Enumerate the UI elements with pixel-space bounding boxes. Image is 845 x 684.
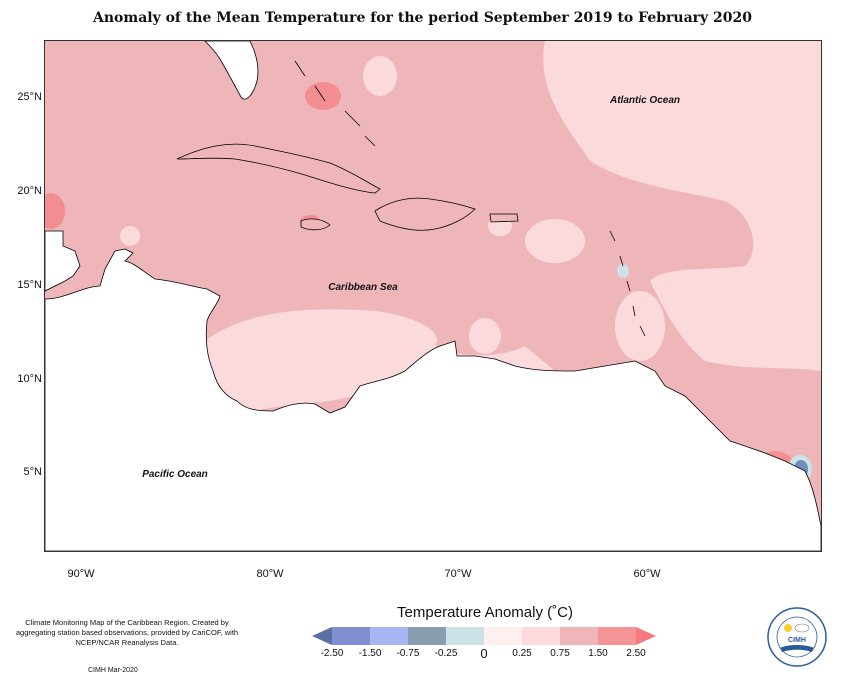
legend-tick-label: -2.50 xyxy=(320,648,344,659)
legend-seg-high-arrow xyxy=(636,627,656,645)
islands-lesser-antilles xyxy=(609,230,646,337)
cimh-logo: CIMH xyxy=(767,607,827,667)
land-central-south-america xyxy=(45,248,821,551)
map-credit: CIMH Mar-2020 xyxy=(88,667,138,674)
land-florida xyxy=(204,41,259,100)
map-canvas: Atlantic Ocean Caribbean Sea Pacific Oce… xyxy=(45,41,821,551)
legend-tick-label: -1.50 xyxy=(358,648,382,659)
warm-anomaly-yucatan xyxy=(45,193,65,229)
temperature-anomaly-map: Atlantic Ocean Caribbean Sea Pacific Oce… xyxy=(44,40,822,552)
lat-label-20n: 20°N xyxy=(17,185,42,197)
legend-tick-label: 0.75 xyxy=(550,648,570,659)
light-anomaly-antilles xyxy=(525,219,585,263)
cool-anomaly-guadeloupe xyxy=(617,264,629,278)
light-anomaly-atlantic xyxy=(543,41,821,371)
warm-anomaly-bahamas xyxy=(305,82,341,110)
label-pacific-ocean: Pacific Ocean xyxy=(142,469,208,480)
land-masses xyxy=(45,41,821,551)
light-anomaly-bahamas xyxy=(363,56,397,96)
legend-seg-7 xyxy=(560,627,598,645)
sun-icon xyxy=(784,624,792,632)
legend-seg-8 xyxy=(598,627,636,645)
legend-seg-5 xyxy=(484,627,522,645)
legend-tick-label: 0 xyxy=(480,646,488,661)
lat-label-25n: 25°N xyxy=(17,91,42,103)
light-anomaly-aruba xyxy=(469,318,501,354)
label-caribbean-sea: Caribbean Sea xyxy=(328,282,398,293)
legend-seg-low-arrow xyxy=(312,627,332,645)
legend-colorbar xyxy=(312,627,656,645)
island-puerto-rico xyxy=(489,213,519,223)
legend-tick-label: 1.50 xyxy=(588,648,608,659)
island-jamaica xyxy=(300,218,331,231)
island-cuba xyxy=(176,143,381,194)
wave-icon xyxy=(780,645,814,652)
map-description: Climate Monitoring Map of the Caribbean … xyxy=(15,618,239,647)
legend-tick-label: 0.25 xyxy=(512,648,532,659)
label-atlantic-ocean: Atlantic Ocean xyxy=(609,95,680,106)
cloud-icon xyxy=(794,623,810,633)
legend-tick-label: -0.75 xyxy=(396,648,420,659)
islands xyxy=(176,60,646,337)
lat-label-15n: 15°N xyxy=(17,279,42,291)
lon-label-70w: 70°W xyxy=(444,568,472,580)
lat-label-10n: 10°N xyxy=(17,373,42,385)
lat-label-5n: 5°N xyxy=(23,466,42,478)
lon-label-60w: 60°W xyxy=(633,568,661,580)
light-anomaly-honduras xyxy=(120,226,140,246)
island-hispaniola xyxy=(374,197,476,231)
logo-text: CIMH xyxy=(788,637,806,644)
legend-tick-label: -0.25 xyxy=(434,648,458,659)
lon-label-80w: 80°W xyxy=(256,568,284,580)
legend-seg-6 xyxy=(522,627,560,645)
map-title: Anomaly of the Mean Temperature for the … xyxy=(93,10,752,26)
legend-seg-2 xyxy=(370,627,408,645)
legend-seg-3 xyxy=(408,627,446,645)
lon-label-90w: 90°W xyxy=(67,568,95,580)
legend-seg-1 xyxy=(332,627,370,645)
legend-seg-4 xyxy=(446,627,484,645)
land-mexico-north xyxy=(45,230,81,292)
islands-bahamas xyxy=(294,60,376,147)
legend-title: Temperature Anomaly (˚C) xyxy=(397,604,573,621)
legend-tick-label: 2.50 xyxy=(626,648,646,659)
